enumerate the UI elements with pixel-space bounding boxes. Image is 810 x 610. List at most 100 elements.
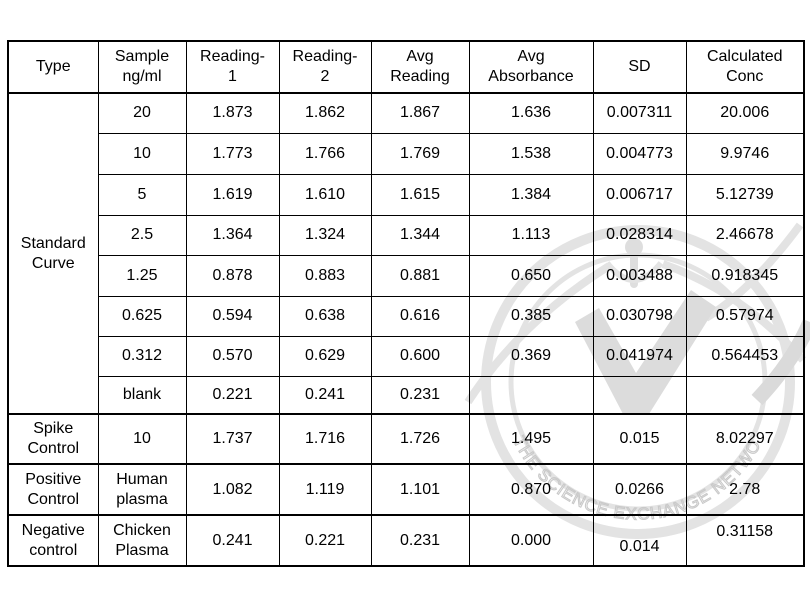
- cell-avg-absorbance: 1.113: [468, 214, 594, 256]
- table-row: 10 1.773 1.766 1.769 1.538 0.004773 9.97…: [8, 132, 805, 175]
- cell-reading-2: 0.883: [278, 254, 372, 297]
- cell-calculated-conc: 0.918345: [685, 254, 805, 297]
- cell-avg-absorbance: [468, 375, 594, 415]
- cell-reading-2: 0.629: [278, 335, 372, 377]
- cell-sd: 0.014: [592, 514, 687, 567]
- cell-sample: 0.625: [97, 295, 187, 337]
- cell-reading-1: 1.364: [185, 214, 280, 256]
- table-row: 1.25 0.878 0.883 0.881 0.650 0.003488 0.…: [8, 254, 805, 297]
- cell-reading-2: 1.119: [278, 463, 372, 516]
- cell-sd: 0.030798: [592, 295, 687, 337]
- cell-reading-2: 0.221: [278, 514, 372, 567]
- header-row: Type Sample ng/ml Reading- 1 Reading- 2 …: [7, 40, 805, 94]
- col-header-type: Type: [7, 40, 99, 94]
- cell-sd: 0.0266: [592, 463, 687, 516]
- table-row: 0.312 0.570 0.629 0.600 0.369 0.041974 0…: [8, 335, 805, 377]
- cell-avg-absorbance: 1.636: [468, 92, 594, 134]
- cell-sd: 0.007311: [592, 92, 687, 134]
- cell-sd: [592, 375, 687, 415]
- cell-sd: 0.041974: [592, 335, 687, 377]
- table-header: Type Sample ng/ml Reading- 1 Reading- 2 …: [7, 40, 805, 94]
- cell-calculated-conc: 0.57974: [685, 295, 805, 337]
- table-row: 5 1.619 1.610 1.615 1.384 0.006717 5.127…: [8, 173, 805, 216]
- cell-avg-reading: 1.769: [370, 132, 470, 175]
- cell-sample: blank: [97, 375, 187, 415]
- cell-calculated-conc: [685, 375, 805, 415]
- col-header-reading-1: Reading- 1: [185, 40, 280, 94]
- cell-calculated-conc: 2.78: [685, 463, 805, 516]
- cell-reading-2: 1.862: [278, 92, 372, 134]
- cell-reading-1: 1.873: [185, 92, 280, 134]
- cell-sample: Chicken Plasma: [97, 514, 187, 567]
- results-table: Type Sample ng/ml Reading- 1 Reading- 2 …: [7, 40, 805, 567]
- cell-reading-1: 1.773: [185, 132, 280, 175]
- cell-calculated-conc: 0.564453: [685, 335, 805, 377]
- cell-avg-reading: 0.231: [370, 375, 470, 415]
- col-header-sample: Sample ng/ml: [97, 40, 187, 94]
- cell-sample: 10: [97, 132, 187, 175]
- cell-reading-2: 1.324: [278, 214, 372, 256]
- cell-reading-2: 1.610: [278, 173, 372, 216]
- type-label-positive-control: Positive Control: [7, 463, 99, 516]
- cell-avg-absorbance: 0.369: [468, 335, 594, 377]
- cell-calculated-conc: 9.9746: [685, 132, 805, 175]
- table-row: Positive Control Human plasma 1.082 1.11…: [7, 463, 805, 516]
- cell-reading-2: 1.766: [278, 132, 372, 175]
- cell-sd: 0.028314: [592, 214, 687, 256]
- table-row: 0.625 0.594 0.638 0.616 0.385 0.030798 0…: [8, 295, 805, 337]
- cell-avg-absorbance: 0.385: [468, 295, 594, 337]
- cell-sample: 2.5: [97, 214, 187, 256]
- cell-reading-1: 0.570: [185, 335, 280, 377]
- cell-calculated-conc: 8.02297: [685, 413, 805, 465]
- cell-avg-reading: 1.344: [370, 214, 470, 256]
- cell-avg-absorbance: 1.384: [468, 173, 594, 216]
- cell-sd: 0.006717: [592, 173, 687, 216]
- table-row: blank 0.221 0.241 0.231: [8, 375, 805, 415]
- cell-avg-reading: 1.867: [370, 92, 470, 134]
- cell-avg-reading: 0.231: [370, 514, 470, 567]
- cell-reading-2: 0.638: [278, 295, 372, 337]
- cell-reading-1: 0.594: [185, 295, 280, 337]
- cell-sample: 20: [97, 92, 187, 134]
- type-label-standard-curve: Standard Curve: [7, 92, 99, 415]
- cell-avg-absorbance: 1.538: [468, 132, 594, 175]
- table-row: Negative control Chicken Plasma 0.241 0.…: [7, 514, 805, 567]
- cell-reading-1: 1.082: [185, 463, 280, 516]
- col-header-reading-2: Reading- 2: [278, 40, 372, 94]
- cell-reading-1: 1.619: [185, 173, 280, 216]
- cell-avg-absorbance: 0.000: [468, 514, 594, 567]
- table-body: Standard Curve 20 1.873 1.862 1.867 1.63…: [7, 92, 805, 567]
- cell-sd: 0.004773: [592, 132, 687, 175]
- cell-sample: 10: [97, 413, 187, 465]
- cell-reading-2: 1.716: [278, 413, 372, 465]
- cell-sample: Human plasma: [97, 463, 187, 516]
- cell-reading-2: 0.241: [278, 375, 372, 415]
- cell-calculated-conc: 5.12739: [685, 173, 805, 216]
- cell-avg-absorbance: 1.495: [468, 413, 594, 465]
- cell-sd: 0.015: [592, 413, 687, 465]
- cell-avg-reading: 1.615: [370, 173, 470, 216]
- col-header-sd: SD: [592, 40, 687, 94]
- cell-avg-absorbance: 0.650: [468, 254, 594, 297]
- table-row: Spike Control 10 1.737 1.716 1.726 1.495…: [7, 413, 805, 465]
- cell-avg-absorbance: 0.870: [468, 463, 594, 516]
- cell-avg-reading: 1.726: [370, 413, 470, 465]
- cell-reading-1: 1.737: [185, 413, 280, 465]
- cell-calculated-conc: 20.006: [685, 92, 805, 134]
- col-header-calculated-conc: Calculated Conc: [685, 40, 805, 94]
- cell-reading-1: 0.878: [185, 254, 280, 297]
- cell-sample: 1.25: [97, 254, 187, 297]
- cell-reading-1: 0.221: [185, 375, 280, 415]
- cell-sample: 0.312: [97, 335, 187, 377]
- col-header-avg-absorbance: Avg Absorbance: [468, 40, 594, 94]
- cell-sample: 5: [97, 173, 187, 216]
- type-label-spike-control: Spike Control: [7, 413, 99, 465]
- cell-avg-reading: 0.600: [370, 335, 470, 377]
- cell-sd: 0.003488: [592, 254, 687, 297]
- table-row: 2.5 1.364 1.324 1.344 1.113 0.028314 2.4…: [8, 214, 805, 256]
- type-label-negative-control: Negative control: [7, 514, 99, 567]
- cell-calculated-conc: 0.31158: [685, 514, 805, 567]
- cell-avg-reading: 1.101: [370, 463, 470, 516]
- col-header-avg-reading: Avg Reading: [370, 40, 470, 94]
